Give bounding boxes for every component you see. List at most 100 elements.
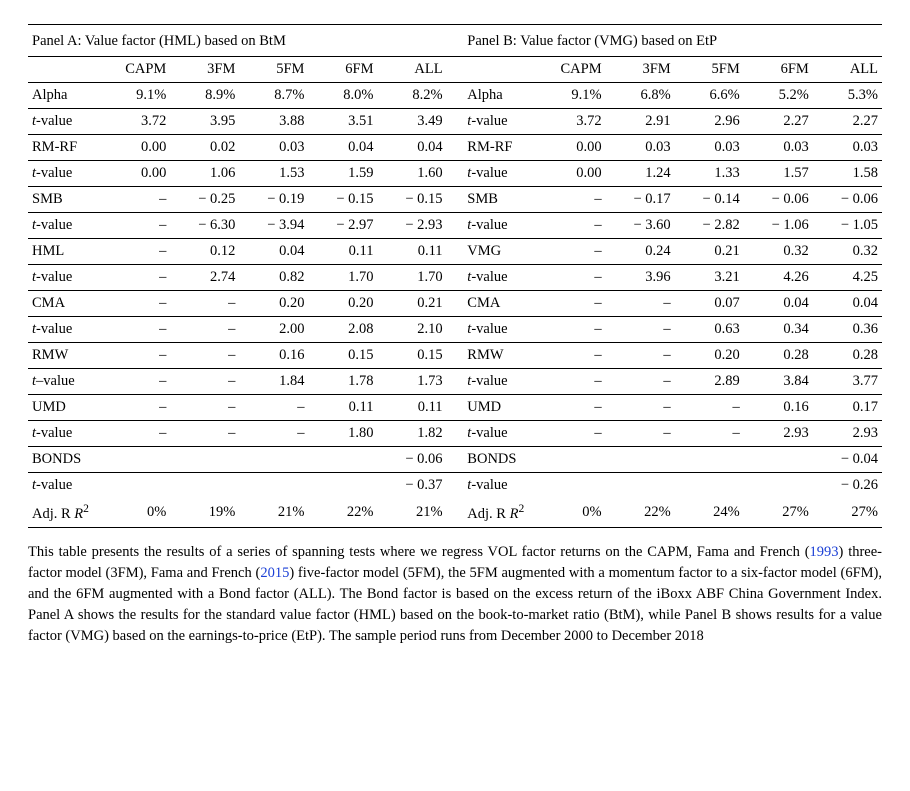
- col-all-a: ALL: [378, 57, 447, 83]
- cell: 1.84: [239, 369, 308, 395]
- cell: [744, 447, 813, 473]
- cell: 9.1%: [541, 83, 606, 109]
- panel-gap: [447, 25, 464, 57]
- cell: 8.9%: [170, 83, 239, 109]
- cell: –: [105, 343, 170, 369]
- cell: 0.36: [813, 317, 882, 343]
- cell: [170, 447, 239, 473]
- cell: 0.03: [239, 135, 308, 161]
- cell: 8.2%: [378, 83, 447, 109]
- cell: –: [541, 421, 606, 447]
- cell: 0.04: [744, 291, 813, 317]
- row-label: t-value: [28, 161, 105, 187]
- cell: 0.04: [308, 135, 377, 161]
- cell: 0.20: [675, 343, 744, 369]
- panel-b-title: Panel B: Value factor (VMG) based on EtP: [463, 25, 882, 57]
- col-capm-b: CAPM: [541, 57, 606, 83]
- cell: 3.96: [606, 265, 675, 291]
- cell: –: [606, 395, 675, 421]
- row-label: BONDS: [463, 447, 540, 473]
- cell: 6.8%: [606, 83, 675, 109]
- cell: 0.12: [170, 239, 239, 265]
- cell: –: [239, 395, 308, 421]
- cell: 0.82: [239, 265, 308, 291]
- cell: 0.00: [541, 161, 606, 187]
- cell: 0.24: [606, 239, 675, 265]
- cell: –: [105, 317, 170, 343]
- row-label: RMW: [28, 343, 105, 369]
- cell: 2.93: [744, 421, 813, 447]
- cell: 1.80: [308, 421, 377, 447]
- cell: –: [170, 291, 239, 317]
- cell: 0.21: [378, 291, 447, 317]
- cell: 4.25: [813, 265, 882, 291]
- cell: [541, 447, 606, 473]
- cell: 0.00: [105, 161, 170, 187]
- row-label: HML: [28, 239, 105, 265]
- cell: 0.15: [378, 343, 447, 369]
- row-label: t-value: [463, 473, 540, 499]
- citation-link[interactable]: 2015: [260, 565, 289, 581]
- cell: − 0.06: [813, 187, 882, 213]
- cell: 8.7%: [239, 83, 308, 109]
- cell: 6.6%: [675, 83, 744, 109]
- row-label-adjr2-a: Adj. R R2: [28, 498, 105, 527]
- cell: 0.03: [606, 135, 675, 161]
- cell: 3.49: [378, 109, 447, 135]
- cell: 0.11: [308, 239, 377, 265]
- cell: –: [606, 317, 675, 343]
- cell: 0%: [105, 498, 170, 527]
- cell: –: [105, 265, 170, 291]
- cell: –: [541, 239, 606, 265]
- cell: –: [541, 291, 606, 317]
- cell: –: [541, 343, 606, 369]
- row-label: t-value: [463, 317, 540, 343]
- cell: [105, 447, 170, 473]
- cell: 1.59: [308, 161, 377, 187]
- cell: 3.88: [239, 109, 308, 135]
- cell: 1.57: [744, 161, 813, 187]
- citation-link[interactable]: 1993: [810, 544, 839, 560]
- cell: –: [105, 421, 170, 447]
- cell: 1.78: [308, 369, 377, 395]
- cell: –: [541, 213, 606, 239]
- cell: [675, 447, 744, 473]
- cell: 0.28: [813, 343, 882, 369]
- cell: –: [606, 421, 675, 447]
- cell: − 0.14: [675, 187, 744, 213]
- cell: 1.73: [378, 369, 447, 395]
- cell: 0.21: [675, 239, 744, 265]
- cell: 3.51: [308, 109, 377, 135]
- row-label: CMA: [463, 291, 540, 317]
- cell: [105, 473, 170, 499]
- cell: 0.04: [239, 239, 308, 265]
- cell: 1.06: [170, 161, 239, 187]
- cell: 19%: [170, 498, 239, 527]
- cell: –: [170, 421, 239, 447]
- cell: –: [541, 369, 606, 395]
- cell: 8.0%: [308, 83, 377, 109]
- cell: 3.95: [170, 109, 239, 135]
- col-blank-a: [28, 57, 105, 83]
- cell: [606, 473, 675, 499]
- cell: 21%: [378, 498, 447, 527]
- cell: 1.60: [378, 161, 447, 187]
- cell: –: [170, 369, 239, 395]
- cell: 22%: [308, 498, 377, 527]
- row-label: t-value: [28, 473, 105, 499]
- cell: 0.20: [308, 291, 377, 317]
- cell: 1.24: [606, 161, 675, 187]
- cell: 1.70: [378, 265, 447, 291]
- cell: [541, 473, 606, 499]
- row-label: t-value: [463, 369, 540, 395]
- cell: 2.74: [170, 265, 239, 291]
- row-label: Alpha: [28, 83, 105, 109]
- cell: 2.27: [813, 109, 882, 135]
- cell: 3.72: [105, 109, 170, 135]
- cell: 22%: [606, 498, 675, 527]
- cell: –: [105, 369, 170, 395]
- cell: 2.93: [813, 421, 882, 447]
- cell: 0.00: [105, 135, 170, 161]
- cell: 2.08: [308, 317, 377, 343]
- cell: 0.03: [744, 135, 813, 161]
